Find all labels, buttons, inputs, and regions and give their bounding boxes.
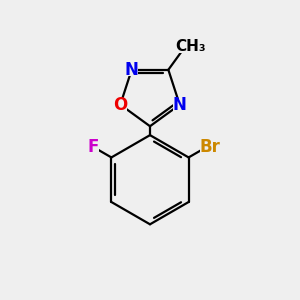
FancyBboxPatch shape [114, 99, 127, 111]
FancyBboxPatch shape [87, 141, 99, 153]
Text: CH₃: CH₃ [175, 39, 206, 54]
FancyBboxPatch shape [125, 64, 138, 76]
Text: N: N [173, 96, 187, 114]
FancyBboxPatch shape [179, 41, 200, 52]
Text: F: F [88, 138, 99, 156]
FancyBboxPatch shape [173, 99, 186, 111]
Text: Br: Br [200, 138, 220, 156]
FancyBboxPatch shape [200, 141, 219, 153]
Text: O: O [113, 96, 127, 114]
Text: N: N [125, 61, 139, 79]
